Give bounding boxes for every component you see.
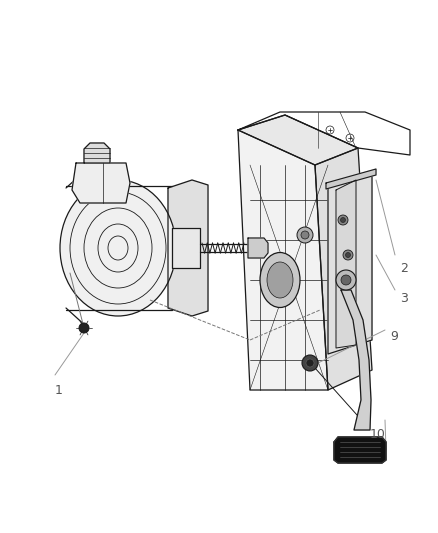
Text: 2: 2 xyxy=(400,262,408,274)
Text: 10: 10 xyxy=(370,429,386,441)
Text: 3: 3 xyxy=(400,292,408,304)
Polygon shape xyxy=(72,163,130,203)
Circle shape xyxy=(346,253,350,257)
Circle shape xyxy=(79,323,89,333)
Polygon shape xyxy=(248,238,268,258)
Circle shape xyxy=(302,355,318,371)
Circle shape xyxy=(340,217,346,222)
Ellipse shape xyxy=(267,262,293,298)
Circle shape xyxy=(297,227,313,243)
Polygon shape xyxy=(341,290,371,430)
Text: 9: 9 xyxy=(390,329,398,343)
Text: 1: 1 xyxy=(55,384,63,397)
Circle shape xyxy=(306,359,314,367)
Ellipse shape xyxy=(260,253,300,308)
Circle shape xyxy=(301,231,309,239)
Circle shape xyxy=(336,270,356,290)
Polygon shape xyxy=(168,180,208,316)
Polygon shape xyxy=(315,148,372,390)
Polygon shape xyxy=(172,228,200,268)
Polygon shape xyxy=(334,437,386,463)
Polygon shape xyxy=(238,130,328,390)
Polygon shape xyxy=(336,180,356,348)
Circle shape xyxy=(343,250,353,260)
Circle shape xyxy=(338,215,348,225)
Polygon shape xyxy=(84,143,110,163)
Polygon shape xyxy=(328,171,372,354)
Circle shape xyxy=(341,275,351,285)
Ellipse shape xyxy=(60,180,176,316)
Polygon shape xyxy=(238,115,358,165)
Polygon shape xyxy=(326,169,376,189)
